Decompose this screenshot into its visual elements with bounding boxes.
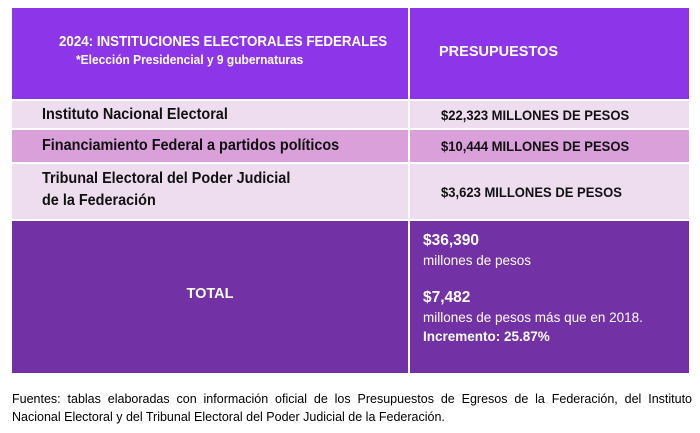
budget-cell: $22,323 MILLONES DE PESOS <box>410 101 689 128</box>
total-amount: $36,390 <box>423 232 480 249</box>
total-label: TOTAL <box>186 286 234 302</box>
header-budget-cell: PRESUPUESTOS <box>439 44 558 60</box>
header-subtitle: *Elección Presidencial y 9 gubernaturas <box>76 52 304 67</box>
header-institutions-cell: 2024: INSTITUCIONES ELECTORALES FEDERALE… <box>12 8 410 99</box>
table-row: Tribunal Electoral del Poder Judicial de… <box>12 162 689 219</box>
institution-name: Financiamiento Federal a partidos políti… <box>42 137 340 154</box>
total-value-cell: $36,390 millones de pesos $7,482 millone… <box>410 221 689 373</box>
institution-cell: Instituto Nacional Electoral <box>12 101 410 128</box>
institution-name: Instituto Nacional Electoral <box>42 105 228 123</box>
institution-cell: Tribunal Electoral del Poder Judicial de… <box>12 164 410 219</box>
source-note: Fuentes: tablas elaboradas con informaci… <box>12 392 692 424</box>
table-header-row: 2024: INSTITUCIONES ELECTORALES FEDERALE… <box>12 8 689 99</box>
institution-name-line1: Tribunal Electoral del Poder Judicial <box>42 170 291 187</box>
institution-name-line2: de la Federación <box>42 192 156 209</box>
header-title: 2024: INSTITUCIONES ELECTORALES FEDERALE… <box>59 34 388 50</box>
difference-text: millones de pesos más que en 2018. <box>423 310 643 325</box>
budget-value: $3,623 MILLONES DE PESOS <box>441 183 622 200</box>
table-row: Financiamiento Federal a partidos políti… <box>12 128 689 162</box>
budget-cell: $10,444 MILLONES DE PESOS <box>410 130 689 162</box>
institution-cell: Financiamiento Federal a partidos políti… <box>12 130 410 162</box>
budget-table: 2024: INSTITUCIONES ELECTORALES FEDERALE… <box>12 8 689 373</box>
budget-value: $10,444 MILLONES DE PESOS <box>441 138 630 154</box>
total-row: TOTAL $36,390 millones de pesos $7,482 m… <box>12 219 689 373</box>
budget-value: $22,323 MILLONES DE PESOS <box>441 106 630 123</box>
total-label-cell: TOTAL <box>12 221 410 373</box>
table-row: Instituto Nacional Electoral $22,323 MIL… <box>12 99 689 128</box>
budget-cell: $3,623 MILLONES DE PESOS <box>410 164 689 219</box>
increase-percentage: Incremento: 25.87% <box>423 329 550 344</box>
total-amount-unit: millones de pesos <box>423 253 532 268</box>
difference-amount: $7,482 <box>423 289 471 306</box>
